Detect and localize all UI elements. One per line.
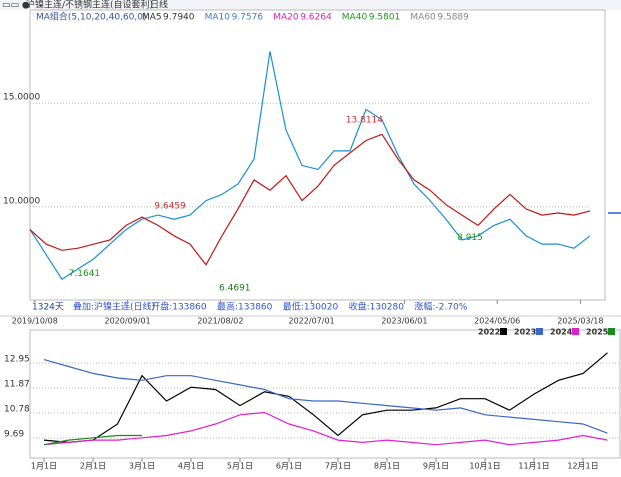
y-tick-label: 10.78: [4, 404, 30, 414]
ma-group[interactable]: MA组合(5,10,20,40,60,0): [36, 11, 147, 23]
header-bar: [0, 0, 621, 10]
legend-label: 2022: [478, 328, 500, 337]
series-line: [43, 434, 142, 446]
ma-value: 9.6264: [300, 13, 332, 23]
y-tick-label: 12.95: [4, 355, 30, 365]
header-icon: ▭▭ ●: [2, 1, 30, 11]
x-tick-label: 8月1日: [374, 462, 400, 471]
legend-swatch: [572, 328, 579, 335]
annotation: 9.6459: [154, 202, 186, 212]
x-tick-label: 1月1日: [31, 462, 57, 471]
series-line: [43, 359, 608, 434]
ma-name: MA60: [410, 13, 436, 23]
ma-name: MA20: [273, 13, 299, 23]
series-line: [29, 51, 591, 281]
bottom-panel: [29, 329, 621, 459]
x-tick-label: 9月1日: [423, 462, 449, 471]
x-tick-label: 12月1日: [567, 462, 598, 471]
header-period[interactable]: 日线: [150, 0, 168, 11]
x-tick-label: 2024/05/06: [474, 317, 520, 326]
x-tick-label: 2020/09/01: [105, 317, 151, 326]
x-tick-label: 2019/10/08: [12, 317, 58, 326]
x-tick-label: 2025/03/18: [557, 317, 603, 326]
ma-value: 9.5889: [437, 13, 469, 23]
ma-value: 9.7576: [232, 13, 264, 23]
top-panel: [29, 9, 606, 301]
annotation: 7.1641: [69, 269, 101, 279]
x-tick-label: 2021/08/02: [197, 317, 243, 326]
x-tick-label: 2023/06/01: [381, 317, 427, 326]
x-tick-label: 10月1日: [469, 462, 500, 471]
info-text: 开盘:133860: [151, 301, 207, 313]
annotation: 6.4691: [219, 283, 251, 293]
y-tick-label: 10.0000: [3, 196, 40, 206]
legend-swatch: [536, 328, 543, 335]
ma-name: MA5: [142, 13, 162, 23]
legend-label: 2024: [550, 328, 573, 337]
x-tick-label: 4月1日: [178, 462, 204, 471]
ma-name: MA10: [205, 13, 231, 23]
series-line: [29, 133, 591, 266]
legend-swatch: [500, 328, 507, 335]
x-tick-label: 2022/07/01: [289, 317, 335, 326]
legend-label: 2023: [514, 328, 536, 337]
ma-value: 9.7940: [163, 13, 195, 23]
info-text: 最高:133860: [217, 301, 273, 313]
info-text: 收盘:130280: [349, 301, 405, 313]
x-tick-label: 2月1日: [80, 462, 106, 471]
y-tick-label: 15.0000: [3, 93, 40, 103]
header-title: 沪镍主连/不锈钢主连(自设套利): [26, 0, 153, 11]
y-tick-label: 9.69: [4, 430, 24, 440]
x-tick-label: 7月1日: [325, 462, 351, 471]
legend-swatch: [608, 328, 615, 335]
info-text: 叠加:沪镍主连(日线): [73, 301, 155, 313]
x-tick-label: 3月1日: [129, 462, 155, 471]
x-tick-label: 11月1日: [518, 462, 549, 471]
series-line: [43, 352, 608, 444]
ma-value: 9.5801: [369, 13, 401, 23]
legend-label: 2025: [586, 328, 609, 337]
x-tick-label: 6月1日: [276, 462, 302, 471]
info-text: 涨幅:-2.70%: [414, 301, 467, 313]
info-text: 1324天: [32, 303, 64, 313]
info-text: 最低:130020: [283, 301, 339, 313]
annotation: 8.915: [457, 233, 483, 243]
series-line: [43, 411, 608, 446]
x-tick-label: 5月1日: [227, 462, 253, 471]
ma-name: MA40: [342, 13, 368, 23]
y-tick-label: 11.87: [4, 379, 30, 389]
annotation: 13.8114: [346, 115, 383, 125]
